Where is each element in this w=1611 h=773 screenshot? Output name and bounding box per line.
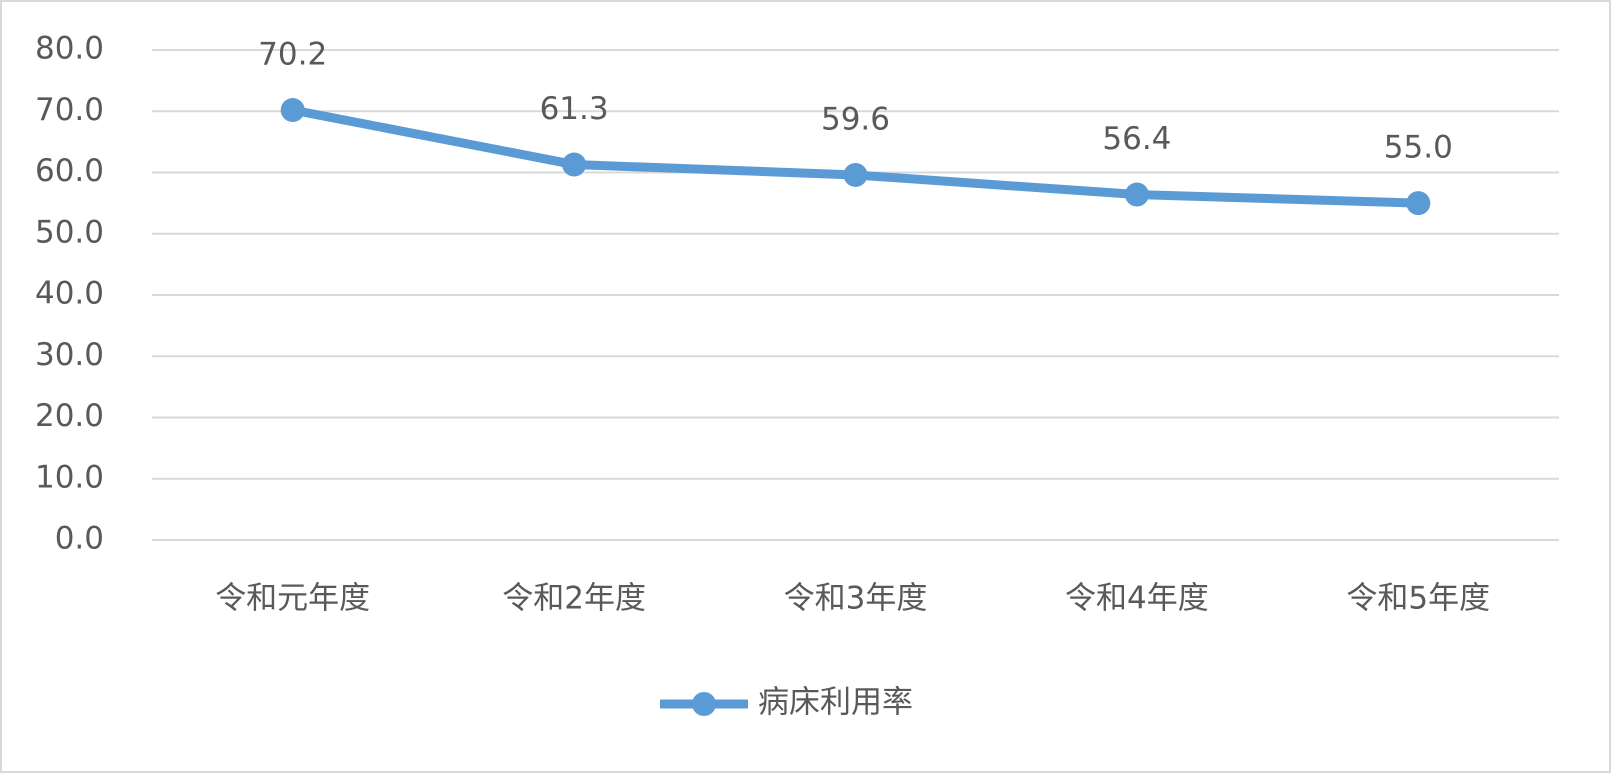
- x-tick-label: 令和2年度: [502, 581, 646, 617]
- data-label: 61.3: [540, 91, 609, 127]
- legend-label: 病床利用率: [758, 685, 913, 721]
- data-point: [280, 98, 305, 123]
- y-tick-label: 40.0: [35, 276, 104, 312]
- y-tick-label: 10.0: [35, 459, 104, 495]
- y-tick-label: 20.0: [35, 398, 104, 434]
- x-tick-label: 令和元年度: [215, 581, 370, 617]
- y-tick-label: 0.0: [55, 521, 104, 557]
- data-label: 55.0: [1384, 130, 1453, 166]
- data-label: 70.2: [258, 37, 327, 73]
- y-tick-label: 50.0: [35, 214, 104, 250]
- data-point: [843, 162, 868, 187]
- legend-marker: [692, 692, 716, 716]
- y-tick-label: 80.0: [35, 31, 104, 67]
- data-point: [1406, 191, 1431, 216]
- data-label: 56.4: [1102, 121, 1171, 157]
- data-label: 59.6: [821, 101, 890, 137]
- y-tick-label: 30.0: [35, 337, 104, 373]
- x-tick-label: 令和3年度: [784, 581, 928, 617]
- data-point: [562, 152, 587, 177]
- y-tick-label: 60.0: [35, 153, 104, 189]
- x-tick-label: 令和5年度: [1346, 581, 1490, 617]
- data-point: [1124, 182, 1149, 207]
- y-tick-label: 70.0: [35, 92, 104, 128]
- x-tick-label: 令和4年度: [1065, 581, 1209, 617]
